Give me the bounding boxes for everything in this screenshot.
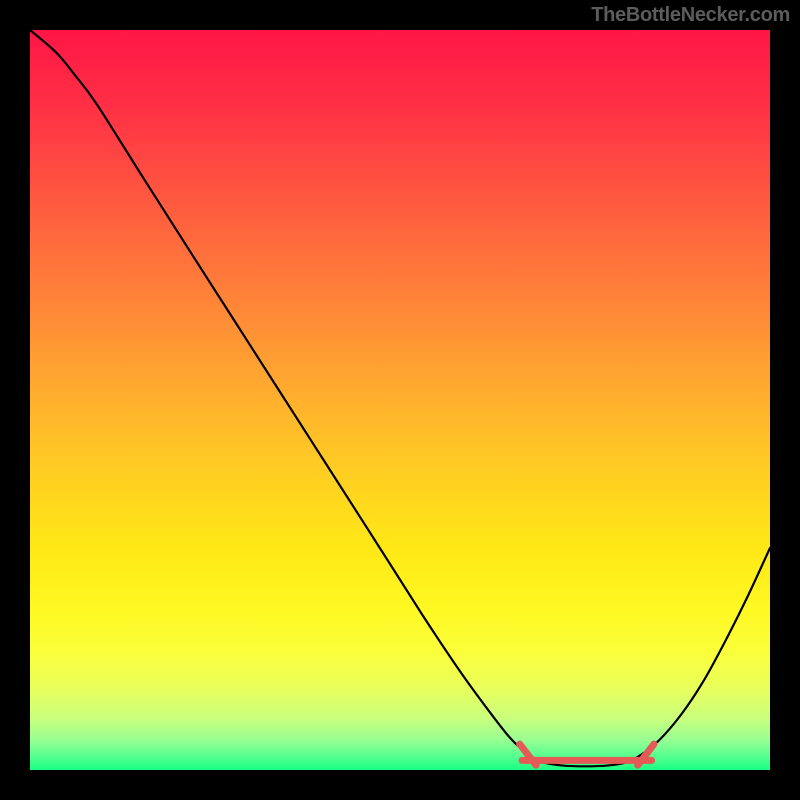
chart-plot-area: [30, 30, 770, 770]
chart-container: TheBottleNecker.com: [0, 0, 800, 800]
chart-background: [30, 30, 770, 770]
attribution-text: TheBottleNecker.com: [591, 4, 790, 27]
bottleneck-chart: [30, 30, 770, 770]
